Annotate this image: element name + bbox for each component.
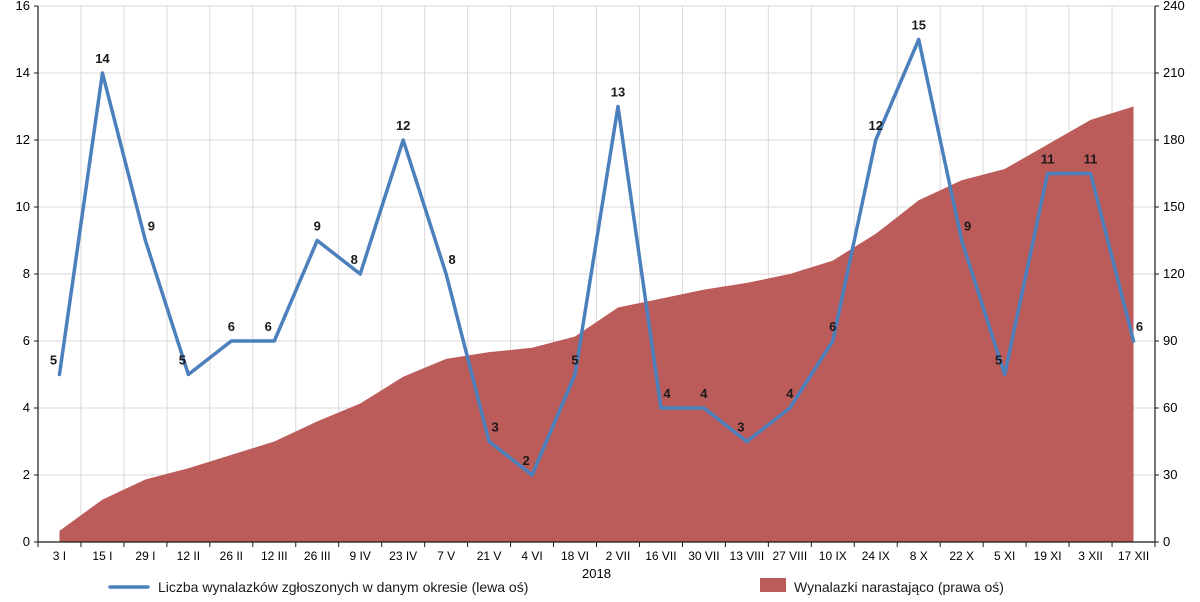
svg-text:5: 5 — [571, 353, 578, 368]
svg-text:13: 13 — [611, 85, 625, 100]
svg-text:4: 4 — [663, 386, 671, 401]
left-axis-tick: 8 — [23, 266, 30, 281]
svg-text:9: 9 — [148, 219, 155, 234]
x-axis-tick: 12 II — [177, 549, 200, 563]
left-axis-tick: 2 — [23, 467, 30, 482]
x-axis-tick: 22 X — [949, 549, 974, 563]
svg-text:14: 14 — [95, 51, 110, 66]
svg-text:12: 12 — [869, 118, 883, 133]
svg-text:2: 2 — [522, 453, 529, 468]
right-axis-tick: 90 — [1163, 333, 1177, 348]
left-axis-tick: 14 — [16, 65, 30, 80]
svg-text:15: 15 — [911, 18, 925, 33]
svg-text:11: 11 — [1084, 152, 1098, 167]
left-axis-tick: 6 — [23, 333, 30, 348]
x-axis-tick: 26 III — [304, 549, 331, 563]
right-axis-tick: 0 — [1163, 534, 1170, 549]
svg-text:6: 6 — [829, 319, 836, 334]
svg-text:8: 8 — [351, 252, 358, 267]
right-axis-tick: 120 — [1163, 266, 1185, 281]
x-axis-tick: 19 XI — [1034, 549, 1062, 563]
svg-text:12: 12 — [396, 118, 410, 133]
right-axis-tick: 210 — [1163, 65, 1185, 80]
svg-text:8: 8 — [449, 252, 456, 267]
left-axis-tick: 4 — [23, 400, 30, 415]
x-axis-tick: 2 VII — [606, 549, 631, 563]
right-axis-tick: 240 — [1163, 0, 1185, 13]
right-axis-tick: 180 — [1163, 132, 1185, 147]
legend-area-label: Wynalazki narastająco (prawa oś) — [794, 579, 1004, 595]
x-axis-tick: 5 XI — [994, 549, 1015, 563]
svg-text:9: 9 — [964, 219, 971, 234]
x-axis-tick: 16 VII — [645, 549, 676, 563]
svg-text:6: 6 — [228, 319, 235, 334]
left-axis-tick: 0 — [23, 534, 30, 549]
legend-line-label: Liczba wynalazków zgłoszonych w danym ok… — [158, 579, 528, 595]
x-axis-tick: 3 I — [53, 549, 66, 563]
x-axis-tick: 8 X — [910, 549, 928, 563]
x-axis-tick: 27 VIII — [772, 549, 807, 563]
svg-text:3: 3 — [491, 420, 498, 435]
x-axis-tick: 10 IX — [819, 549, 847, 563]
x-axis-tick: 9 IV — [350, 549, 371, 563]
x-axis-tick: 18 VI — [561, 549, 589, 563]
x-axis-tick: 3 XII — [1078, 549, 1103, 563]
x-axis-year: 2018 — [582, 566, 611, 581]
x-axis-tick: 7 V — [437, 549, 455, 563]
x-axis-tick: 23 IV — [389, 549, 417, 563]
x-axis-tick: 24 IX — [862, 549, 890, 563]
svg-text:5: 5 — [995, 353, 1002, 368]
svg-text:4: 4 — [700, 386, 708, 401]
left-axis-tick: 16 — [16, 0, 30, 13]
x-axis-tick: 4 VI — [521, 549, 542, 563]
x-axis-tick: 17 XII — [1118, 549, 1149, 563]
x-axis-tick: 13 VIII — [730, 549, 765, 563]
right-axis-tick: 150 — [1163, 199, 1185, 214]
svg-text:5: 5 — [179, 353, 186, 368]
svg-text:6: 6 — [265, 319, 272, 334]
svg-text:3: 3 — [737, 420, 744, 435]
svg-text:11: 11 — [1041, 152, 1055, 167]
left-axis-tick: 12 — [16, 132, 30, 147]
x-axis-tick: 30 VII — [688, 549, 719, 563]
x-axis-tick: 15 I — [92, 549, 112, 563]
svg-text:5: 5 — [50, 353, 57, 368]
x-axis-tick: 26 II — [220, 549, 243, 563]
right-axis-tick: 30 — [1163, 467, 1177, 482]
right-axis-tick: 60 — [1163, 400, 1177, 415]
x-axis-tick: 12 III — [261, 549, 288, 563]
x-axis-tick: 21 V — [477, 549, 502, 563]
svg-text:9: 9 — [314, 219, 321, 234]
inventions-chart: 5149566981283251344346121595111160246810… — [0, 0, 1200, 602]
svg-text:6: 6 — [1136, 319, 1143, 334]
left-axis-tick: 10 — [16, 199, 30, 214]
x-axis-tick: 29 I — [135, 549, 155, 563]
svg-text:4: 4 — [786, 386, 794, 401]
